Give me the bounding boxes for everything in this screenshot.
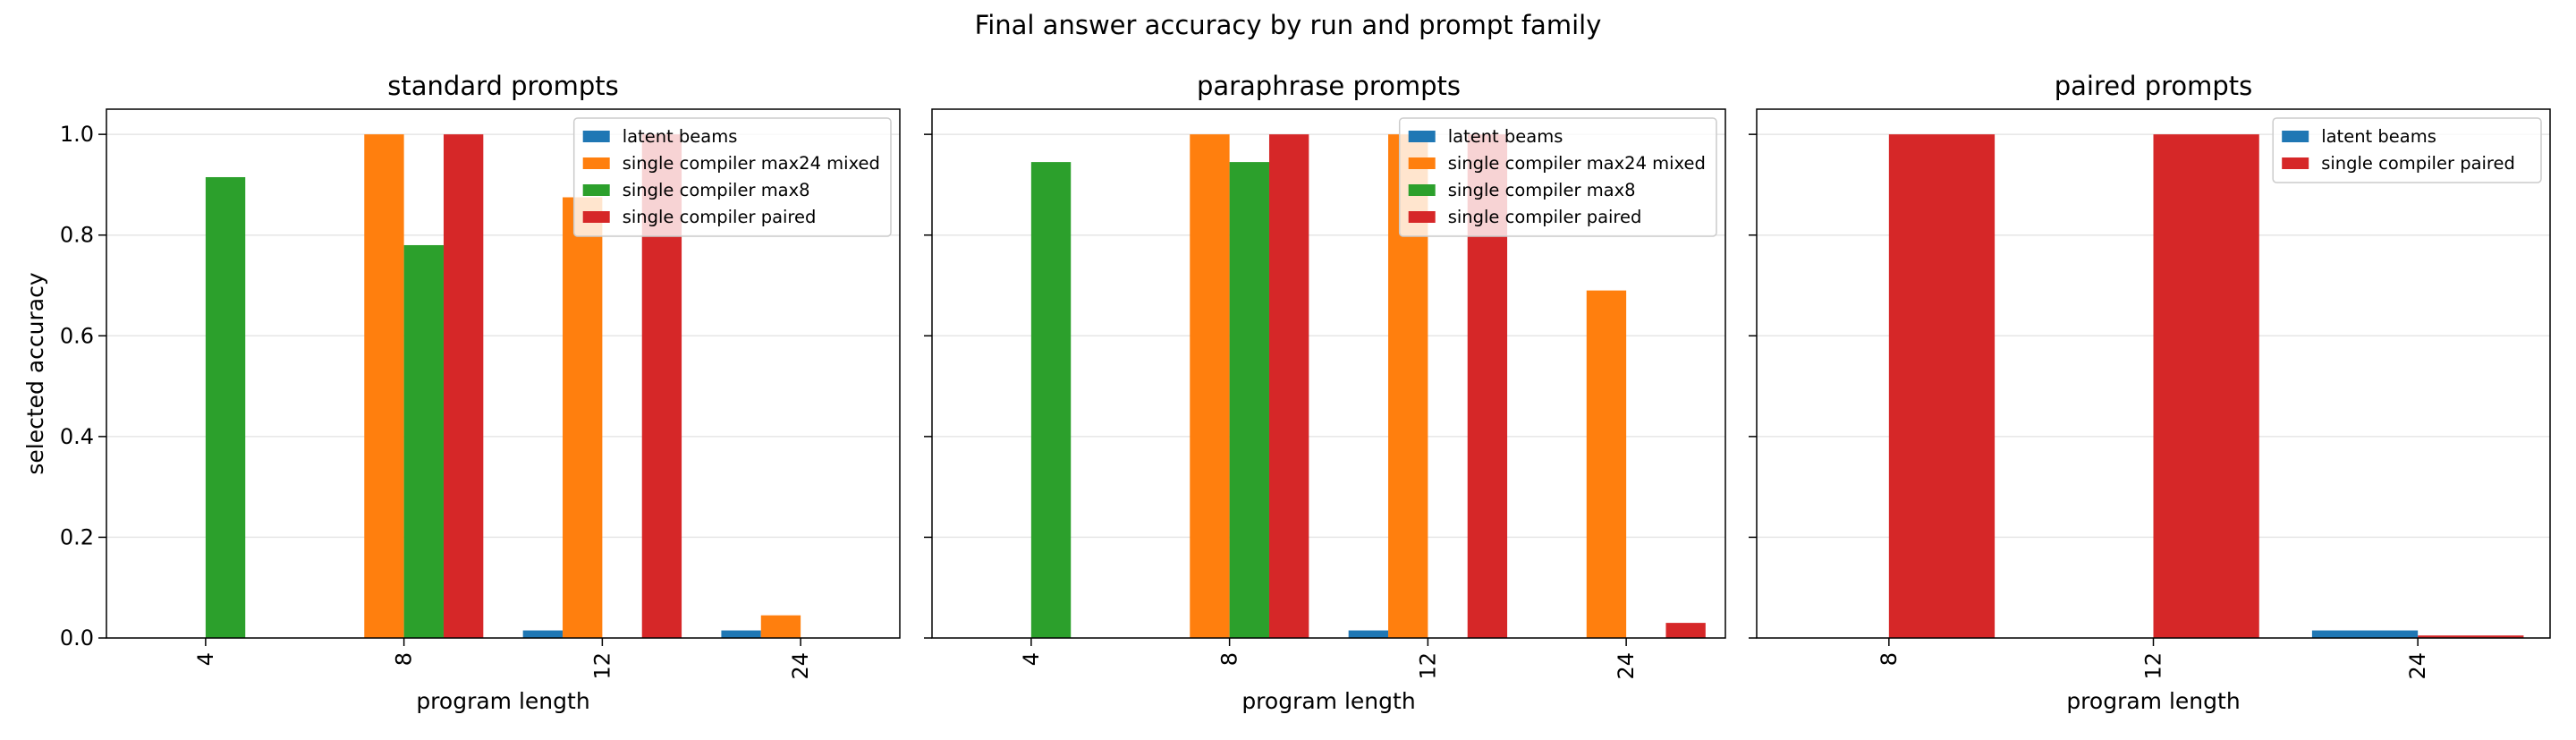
legend-box bbox=[2272, 117, 2542, 183]
panel-title: paraphrase prompts bbox=[1197, 71, 1461, 101]
x-axis-label: program length bbox=[1241, 688, 1415, 714]
x-axis-label: program length bbox=[416, 688, 589, 714]
legend-swatch bbox=[1408, 211, 1436, 223]
x-axis-label: program length bbox=[2066, 688, 2240, 714]
legend-label: latent beams bbox=[623, 126, 738, 147]
bar bbox=[760, 615, 801, 638]
panel-1: 0.0 0.2 0.4 0.6 0.8 1.0 4 8 12 24 standard prompts… bbox=[22, 71, 901, 714]
y-tick-label: 0.8 bbox=[60, 223, 94, 248]
legend-swatch bbox=[582, 211, 610, 223]
bar bbox=[205, 176, 246, 638]
x-tick-label: 8 bbox=[1877, 652, 1902, 666]
axes-frame bbox=[931, 108, 1726, 639]
y-tick-label: 1.0 bbox=[60, 122, 94, 147]
x-tick-label: 24 bbox=[788, 652, 813, 680]
legend: latent beams single compiler max24 mixed s… bbox=[1398, 117, 1717, 237]
bar bbox=[403, 244, 444, 638]
x-tick-label: 12 bbox=[589, 652, 614, 680]
x-tick-label: 4 bbox=[1019, 652, 1044, 666]
bar bbox=[1229, 162, 1269, 639]
bar bbox=[2153, 134, 2259, 639]
y-axis-label: selected accuracy bbox=[22, 272, 48, 474]
axes-frame bbox=[1756, 108, 2551, 639]
legend-swatch bbox=[1408, 131, 1436, 142]
x-tick-label: 24 bbox=[1614, 652, 1639, 680]
legend-label: single compiler paired bbox=[2321, 153, 2515, 174]
legend-box bbox=[1398, 117, 1717, 237]
bar bbox=[1190, 134, 1230, 639]
legend-swatch bbox=[2282, 131, 2309, 142]
legend-swatch bbox=[1408, 157, 1436, 169]
bar bbox=[443, 134, 484, 639]
x-tick-label: 8 bbox=[392, 652, 417, 666]
legend-label: single compiler max24 mixed bbox=[623, 153, 880, 174]
bar bbox=[1348, 630, 1389, 638]
bar bbox=[1888, 134, 1996, 639]
bar bbox=[522, 630, 564, 638]
figure-title: Final answer accuracy by run and prompt … bbox=[975, 10, 1602, 40]
legend-swatch bbox=[1408, 184, 1436, 196]
panel-2: 4 8 12 24 paraphrase prompts program length la… bbox=[924, 71, 1726, 714]
legend: latent beams single compiler max24 mixed s… bbox=[572, 117, 892, 237]
bar bbox=[364, 134, 404, 639]
legend-swatch bbox=[2282, 157, 2309, 169]
bar bbox=[563, 197, 603, 638]
x-tick-label: 24 bbox=[2405, 652, 2430, 680]
y-tick-label: 0.0 bbox=[60, 625, 94, 651]
legend-label: latent beams bbox=[1448, 126, 1563, 147]
x-tick-label: 8 bbox=[1217, 652, 1242, 666]
legend-label: latent beams bbox=[2321, 126, 2436, 147]
legend-label: single compiler paired bbox=[1448, 207, 1642, 227]
bar bbox=[2311, 630, 2419, 638]
bar bbox=[721, 630, 761, 638]
panel-3: 8 12 24 paired prompts program length latent … bbox=[1749, 71, 2551, 714]
legend-label: single compiler max24 mixed bbox=[1448, 153, 1706, 174]
bar bbox=[1665, 623, 1706, 638]
x-tick-label: 12 bbox=[2141, 652, 2166, 680]
legend-box bbox=[572, 117, 892, 237]
bar bbox=[1586, 290, 1627, 638]
y-tick-label: 0.4 bbox=[60, 424, 94, 449]
bar bbox=[1268, 134, 1309, 639]
legend-label: single compiler max8 bbox=[623, 180, 810, 200]
legend-label: single compiler paired bbox=[623, 207, 817, 227]
legend-swatch bbox=[582, 184, 610, 196]
axes-frame bbox=[106, 108, 901, 639]
legend-label: single compiler max8 bbox=[1448, 180, 1636, 200]
legend-swatch bbox=[582, 157, 610, 169]
legend: latent beams single compiler paired bbox=[2272, 117, 2542, 183]
bar bbox=[1030, 162, 1072, 639]
x-tick-label: 4 bbox=[193, 652, 218, 666]
panel-title: standard prompts bbox=[387, 71, 618, 101]
x-tick-label: 12 bbox=[1415, 652, 1440, 680]
y-tick-label: 0.2 bbox=[60, 524, 94, 549]
panel-title: paired prompts bbox=[2055, 71, 2253, 101]
y-tick-label: 0.6 bbox=[60, 323, 94, 348]
legend-swatch bbox=[582, 131, 610, 142]
bar bbox=[2418, 635, 2524, 638]
